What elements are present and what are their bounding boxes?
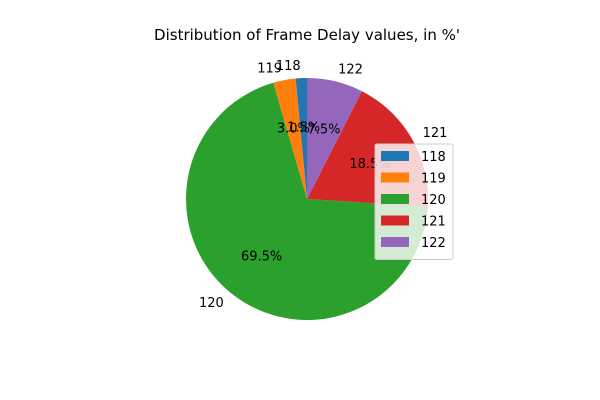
legend-entry-122: 122	[421, 236, 446, 251]
legend-entry-119: 119	[421, 172, 446, 187]
legend-swatch-121	[381, 215, 409, 226]
slice-label-122: 122	[338, 63, 363, 78]
legend-swatch-120	[381, 194, 409, 204]
pie-slices	[185, 78, 428, 320]
legend-swatch-118	[381, 151, 409, 161]
pie-slice-118	[295, 78, 307, 199]
slice-percent-118: 1.5%	[287, 120, 320, 135]
slice-percent-119: 3.0%	[277, 122, 310, 137]
slice-label-119: 119	[257, 61, 282, 76]
legend-entry-121: 121	[421, 215, 446, 230]
slice-percent-122: 7.5%	[307, 122, 340, 137]
legend-entry-118: 118	[421, 150, 446, 165]
legend-swatch-122	[381, 237, 409, 247]
slice-percent-120: 69.5%	[241, 250, 282, 265]
pie-slice-120	[185, 82, 428, 320]
slice-label-118: 118	[276, 59, 301, 74]
legend-entry-120: 120	[421, 193, 446, 208]
pie-slice-119	[273, 78, 307, 199]
pie-slice-122	[307, 78, 362, 199]
legend-swatch-119	[381, 172, 409, 183]
slice-label-121: 121	[423, 126, 448, 141]
legend: 118 119 120 121 122	[374, 143, 454, 260]
slice-label-120: 120	[199, 296, 224, 311]
chart-title: Distribution of Frame Delay values, in %…	[154, 26, 460, 44]
